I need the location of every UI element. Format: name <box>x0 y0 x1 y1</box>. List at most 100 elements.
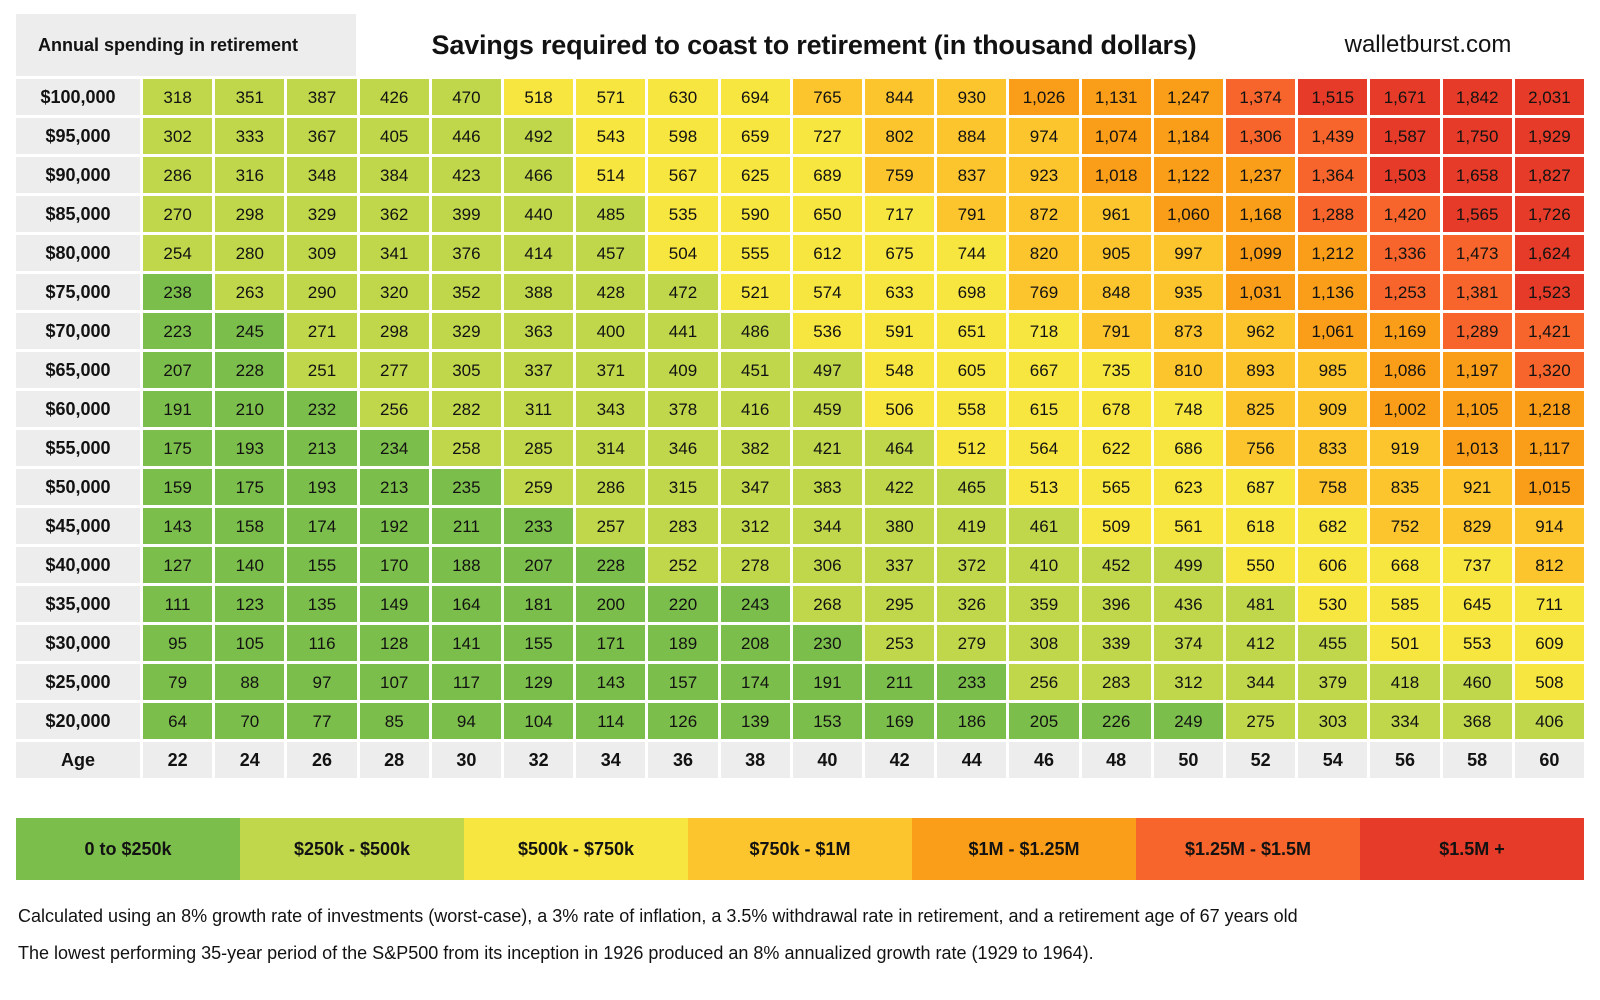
heatmap-cell: 962 <box>1225 313 1296 349</box>
heatmap-cell: 501 <box>1370 625 1440 661</box>
heatmap-cell: 139 <box>720 703 790 739</box>
row-axis-title: Annual spending in retirement <box>16 14 356 76</box>
heatmap-cell: 606 <box>1298 547 1368 583</box>
legend-item: $1M - $1.25M <box>912 818 1136 880</box>
age-tick: 30 <box>431 742 501 778</box>
heatmap-cell: 835 <box>1370 469 1440 505</box>
heatmap-cell: 205 <box>1009 703 1079 739</box>
heatmap-cell: 256 <box>359 391 429 427</box>
heatmap-cell: 455 <box>1298 625 1368 661</box>
heatmap-cell: 571 <box>576 79 646 115</box>
heatmap-cell: 249 <box>1153 703 1223 739</box>
heatmap-cell: 243 <box>720 586 790 622</box>
heatmap-cell: 234 <box>359 430 429 466</box>
heatmap-cell: 387 <box>287 79 357 115</box>
heatmap-cell: 254 <box>143 235 213 271</box>
heatmap-cell: 565 <box>1081 469 1151 505</box>
heatmap-cell: 333 <box>215 118 285 154</box>
age-tick: 22 <box>143 742 213 778</box>
age-tick: 26 <box>287 742 357 778</box>
heatmap-cell: 312 <box>1153 664 1223 700</box>
heatmap-cell: 279 <box>937 625 1007 661</box>
heatmap-cell: 223 <box>143 313 213 349</box>
heatmap-cell: 406 <box>1514 703 1584 739</box>
age-tick: 42 <box>864 742 935 778</box>
heatmap-cell: 189 <box>648 625 718 661</box>
heatmap-cell: 226 <box>1081 703 1151 739</box>
heatmap-cell: 116 <box>287 625 357 661</box>
heatmap-cell: 558 <box>937 391 1007 427</box>
heatmap-cell: 650 <box>792 196 862 232</box>
heatmap-cell: 228 <box>576 547 646 583</box>
heatmap-cell: 564 <box>1009 430 1079 466</box>
heatmap-cell: 735 <box>1081 352 1151 388</box>
row-label-spending: $55,000 <box>16 430 140 466</box>
heatmap-cell: 765 <box>792 79 862 115</box>
heatmap-cell: 158 <box>215 508 285 544</box>
row-label-spending: $30,000 <box>16 625 140 661</box>
heatmap-cell: 1,061 <box>1298 313 1368 349</box>
heatmap-cell: 472 <box>648 274 718 310</box>
heatmap-cell: 499 <box>1153 547 1223 583</box>
heatmap-cell: 893 <box>1225 352 1296 388</box>
row-label-spending: $95,000 <box>16 118 140 154</box>
heatmap-cell: 485 <box>576 196 646 232</box>
heatmap-cell: 232 <box>287 391 357 427</box>
age-tick: 24 <box>215 742 285 778</box>
heatmap-cell: 303 <box>1298 703 1368 739</box>
heatmap-cell: 379 <box>1298 664 1368 700</box>
heatmap-cell: 259 <box>503 469 574 505</box>
heatmap-cell: 286 <box>576 469 646 505</box>
heatmap-cell: 251 <box>287 352 357 388</box>
heatmap-cell: 1,074 <box>1081 118 1151 154</box>
heatmap-cell: 717 <box>864 196 935 232</box>
heatmap-cell: 191 <box>792 664 862 700</box>
heatmap-cell: 362 <box>359 196 429 232</box>
heatmap-cell: 651 <box>937 313 1007 349</box>
heatmap-cell: 833 <box>1298 430 1368 466</box>
heatmap-cell: 213 <box>359 469 429 505</box>
heatmap-cell: 727 <box>792 118 862 154</box>
heatmap-cell: 290 <box>287 274 357 310</box>
heatmap-cell: 1,289 <box>1442 313 1512 349</box>
heatmap-cell: 308 <box>1009 625 1079 661</box>
heatmap-cell: 464 <box>864 430 935 466</box>
heatmap-cell: 347 <box>720 469 790 505</box>
row-label-spending: $85,000 <box>16 196 140 232</box>
heatmap-cell: 759 <box>864 157 935 193</box>
heatmap-cell: 512 <box>937 430 1007 466</box>
heatmap-cell: 694 <box>720 79 790 115</box>
heatmap-cell: 378 <box>648 391 718 427</box>
age-tick: 36 <box>648 742 718 778</box>
heatmap-cell: 974 <box>1009 118 1079 154</box>
heatmap-cell: 844 <box>864 79 935 115</box>
heatmap-cell: 193 <box>287 469 357 505</box>
heatmap-cell: 518 <box>503 79 574 115</box>
heatmap-cell: 612 <box>792 235 862 271</box>
age-tick: 56 <box>1370 742 1440 778</box>
heatmap-cell: 1,018 <box>1081 157 1151 193</box>
heatmap-cell: 329 <box>287 196 357 232</box>
heatmap-cell: 633 <box>864 274 935 310</box>
row-label-spending: $100,000 <box>16 79 140 115</box>
heatmap-cell: 452 <box>1081 547 1151 583</box>
heatmap-cell: 591 <box>864 313 935 349</box>
heatmap-cell: 382 <box>720 430 790 466</box>
heatmap-cell: 872 <box>1009 196 1079 232</box>
row-label-spending: $25,000 <box>16 664 140 700</box>
heatmap-cell: 1,169 <box>1370 313 1440 349</box>
heatmap-cell: 737 <box>1442 547 1512 583</box>
heatmap-cell: 446 <box>431 118 501 154</box>
heatmap-cell: 174 <box>720 664 790 700</box>
heatmap-cell: 339 <box>1081 625 1151 661</box>
heatmap-cell: 107 <box>359 664 429 700</box>
heatmap-cell: 615 <box>1009 391 1079 427</box>
chart-title: Savings required to coast to retirement … <box>431 29 1197 60</box>
row-label-spending: $70,000 <box>16 313 140 349</box>
heatmap-cell: 412 <box>1225 625 1296 661</box>
heatmap-cell: 812 <box>1514 547 1584 583</box>
heatmap-cell: 1,237 <box>1225 157 1296 193</box>
heatmap-cell: 245 <box>215 313 285 349</box>
heatmap-cell: 873 <box>1153 313 1223 349</box>
coast-fire-chart: Annual spending in retirement Savings re… <box>16 14 1584 963</box>
